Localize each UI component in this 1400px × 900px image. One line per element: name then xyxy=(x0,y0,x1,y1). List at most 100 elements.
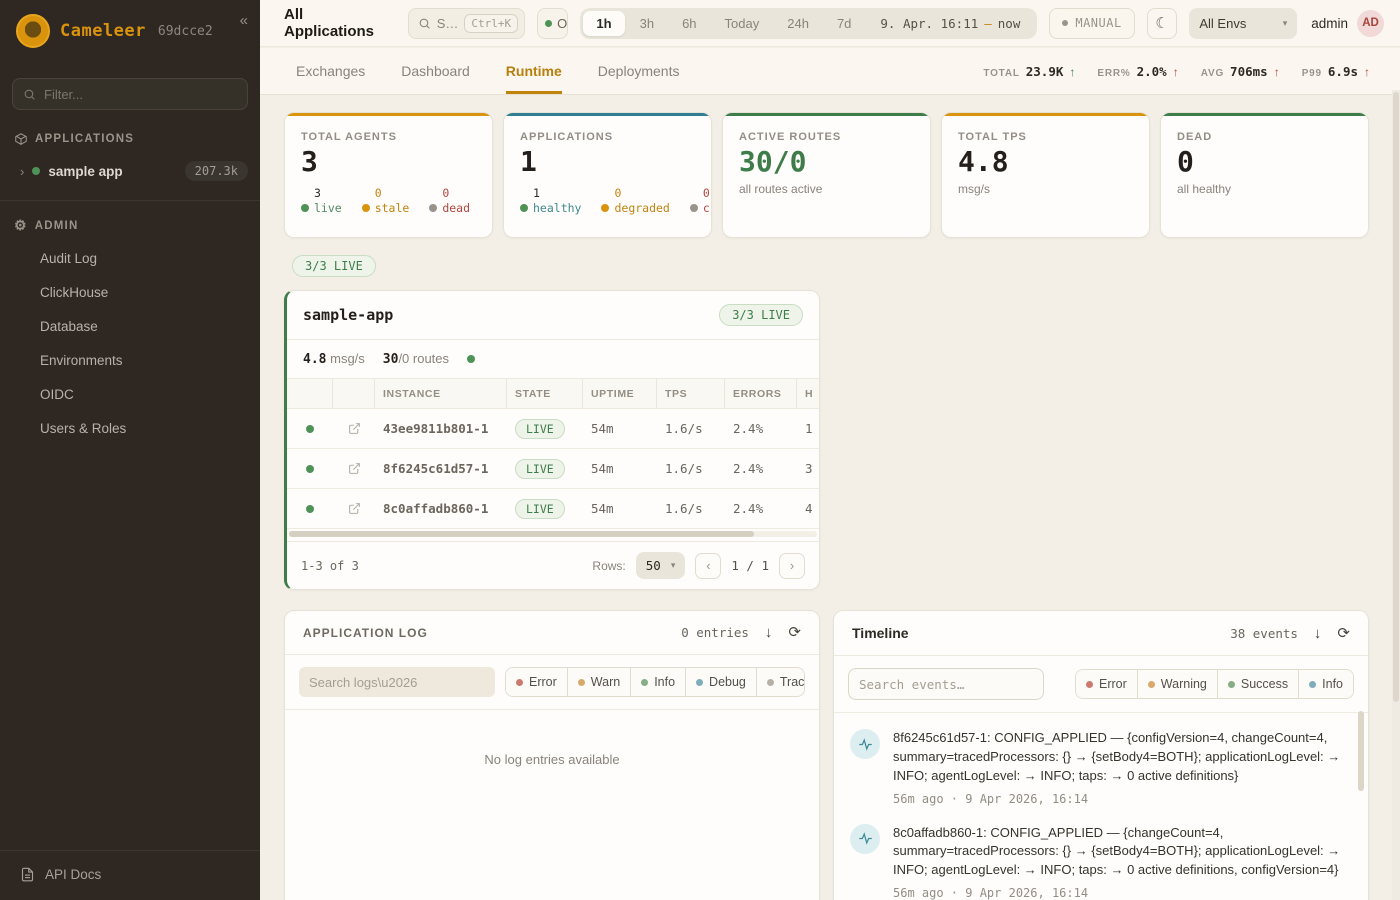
status-dot xyxy=(306,504,314,513)
card-total-agents: TOTAL AGENTS 3 3 live 0 stale 0 dead xyxy=(284,112,493,238)
horizontal-scrollbar-thumb[interactable] xyxy=(289,531,754,537)
rows-per-page-select[interactable]: 50 ▾ xyxy=(635,552,686,579)
card-label: TOTAL AGENTS xyxy=(301,131,397,143)
time-range-3h[interactable]: 3h xyxy=(639,15,655,31)
online-dot xyxy=(545,19,553,27)
application-log-panel: APPLICATION LOG 0 entries ↓ ⟳ Error Warn… xyxy=(284,610,820,900)
trace-dot xyxy=(766,678,774,686)
log-search-input[interactable] xyxy=(299,667,495,697)
date-range-display[interactable]: 9. Apr. 16:11 — now xyxy=(866,11,1034,36)
card-caption: all healthy xyxy=(1177,181,1232,196)
card-caption: all routes active xyxy=(739,181,823,196)
col-tps: TPS xyxy=(657,379,725,409)
error-dot xyxy=(1086,680,1094,688)
state-badge: LIVE xyxy=(515,459,565,479)
status-dot xyxy=(306,464,314,473)
search-shortcut-badge: Ctrl+K xyxy=(464,13,519,33)
tab-exchanges[interactable]: Exchanges xyxy=(296,62,366,79)
refresh-icon[interactable]: ⟳ xyxy=(1337,624,1350,642)
next-page-button[interactable]: › xyxy=(779,552,805,579)
stat-avg: AVG 706ms ↑ xyxy=(1200,63,1280,79)
sidebar-item-oidc[interactable]: OIDC xyxy=(40,387,74,402)
timeline-scrollbar-thumb[interactable] xyxy=(1358,711,1364,791)
sidebar-collapse-icon[interactable]: « xyxy=(239,12,248,29)
filter-warning[interactable]: Warning xyxy=(1137,670,1218,698)
card-total-tps: TOTAL TPS 4.8 msg/s xyxy=(941,112,1150,238)
tab-deployments[interactable]: Deployments xyxy=(597,62,680,79)
card-active-routes: ACTIVE ROUTES 30/0 all routes active xyxy=(722,112,931,238)
time-range-1h[interactable]: 1h xyxy=(583,10,625,36)
substat-critical: 0criti xyxy=(689,186,711,216)
substat-dead: 0 dead xyxy=(429,186,470,216)
application-quick-stats: 4.8 msg/s 30/0 routes xyxy=(287,340,819,379)
online-status-button[interactable]: O xyxy=(537,7,569,39)
prev-page-button[interactable]: ‹ xyxy=(695,552,722,579)
time-range-6h[interactable]: 6h xyxy=(682,15,697,31)
stat-total: TOTAL 23.9K ↑ xyxy=(983,63,1076,79)
time-range-24h[interactable]: 24h xyxy=(787,15,809,31)
sidebar-item-users-roles[interactable]: Users & Roles xyxy=(40,421,127,436)
vertical-scrollbar-thumb[interactable] xyxy=(1393,92,1399,702)
moon-icon: ☾ xyxy=(1155,15,1169,32)
logo-row: Cameleer 69dcce2 « xyxy=(0,0,260,60)
sidebar-filter-input[interactable] xyxy=(44,86,237,102)
filter-warn[interactable]: Warn xyxy=(567,668,632,696)
substat-healthy: 1 healthy xyxy=(520,186,581,216)
sidebar-item-api-docs[interactable]: API Docs xyxy=(0,850,260,900)
filter-info[interactable]: Info xyxy=(631,668,687,696)
filter-success[interactable]: Success xyxy=(1217,670,1300,698)
filter-trace[interactable]: Trace xyxy=(756,668,804,696)
activity-icon xyxy=(850,729,880,759)
environment-select[interactable]: All Envs ▾ xyxy=(1189,7,1298,39)
refresh-icon[interactable]: ⟳ xyxy=(788,624,801,641)
avatar[interactable]: AD xyxy=(1357,9,1385,37)
date-from: 9. Apr. 16:11 xyxy=(880,15,979,31)
theme-toggle-button[interactable]: ☾ xyxy=(1146,7,1178,39)
instance-id[interactable]: 8f6245c61d57-1 xyxy=(383,461,489,476)
sidebar-item-database[interactable]: Database xyxy=(40,319,98,334)
event-time: 56m ago · 9 Apr 2026, 16:14 xyxy=(893,886,1089,900)
global-search[interactable]: S… Ctrl+K xyxy=(407,7,526,39)
app-logo-icon xyxy=(16,14,50,48)
panel-title: Timeline xyxy=(852,625,909,641)
external-link-icon[interactable] xyxy=(348,422,361,435)
manual-refresh-button[interactable]: MANUAL xyxy=(1049,7,1135,39)
environment-selected-value: All Envs xyxy=(1199,15,1247,31)
filter-error[interactable]: Error xyxy=(506,668,568,696)
trend-up-icon: ↑ xyxy=(1364,64,1370,79)
summary-stats: TOTAL 23.9K ↑ ERR% 2.0% ↑ AVG 706ms ↑ P99 6.9s ↑ xyxy=(983,64,1384,79)
timeline-search-input[interactable] xyxy=(848,668,1044,700)
download-icon[interactable]: ↓ xyxy=(764,624,773,641)
tab-runtime[interactable]: Runtime xyxy=(505,49,562,94)
sidebar-item-clickhouse[interactable]: ClickHouse xyxy=(40,285,109,300)
tab-dashboard[interactable]: Dashboard xyxy=(401,62,470,79)
tab-bar: Exchanges Dashboard Runtime Deployments … xyxy=(260,48,1400,95)
substat-degraded: 0 degraded xyxy=(601,186,670,216)
col-state: STATE xyxy=(507,379,583,409)
activity-icon xyxy=(850,823,880,854)
download-icon[interactable]: ↓ xyxy=(1313,624,1322,642)
app-item-count-badge: 207.3k xyxy=(184,161,248,181)
filter-info[interactable]: Info xyxy=(1299,670,1353,698)
timeline-event: 8f6245c61d57-1: CONFIG_APPLIED — {config… xyxy=(850,729,1342,806)
table-row: 43ee9811b801-1 LIVE 54m 1.6/s 2.4% 1 xyxy=(287,409,819,449)
instance-id[interactable]: 8c0affadb860-1 xyxy=(383,501,489,516)
time-range-7d[interactable]: 7d xyxy=(836,15,852,31)
instance-id[interactable]: 43ee9811b801-1 xyxy=(383,421,489,436)
live-badge: 3/3 LIVE xyxy=(719,304,803,326)
sidebar-item-sample-app[interactable]: › sample app 207.3k xyxy=(0,152,260,190)
external-link-icon[interactable] xyxy=(348,502,361,515)
sidebar-item-audit-log[interactable]: Audit Log xyxy=(40,251,98,266)
sidebar-item-environments[interactable]: Environments xyxy=(40,353,123,368)
main-vertical-scrollbar[interactable] xyxy=(1392,90,1400,900)
stat-p99: P99 6.9s ↑ xyxy=(1301,63,1370,79)
sidebar-filter[interactable] xyxy=(12,78,248,110)
external-link-icon[interactable] xyxy=(348,462,361,475)
filter-error[interactable]: Error xyxy=(1076,670,1138,698)
time-range-today[interactable]: Today xyxy=(724,15,760,31)
substat-live: 3 live xyxy=(301,186,342,216)
horizontal-scrollbar[interactable] xyxy=(289,531,817,537)
filter-debug[interactable]: Debug xyxy=(686,668,757,696)
chevron-right-icon[interactable]: › xyxy=(20,163,25,179)
build-version: 69dcce2 xyxy=(157,23,213,39)
